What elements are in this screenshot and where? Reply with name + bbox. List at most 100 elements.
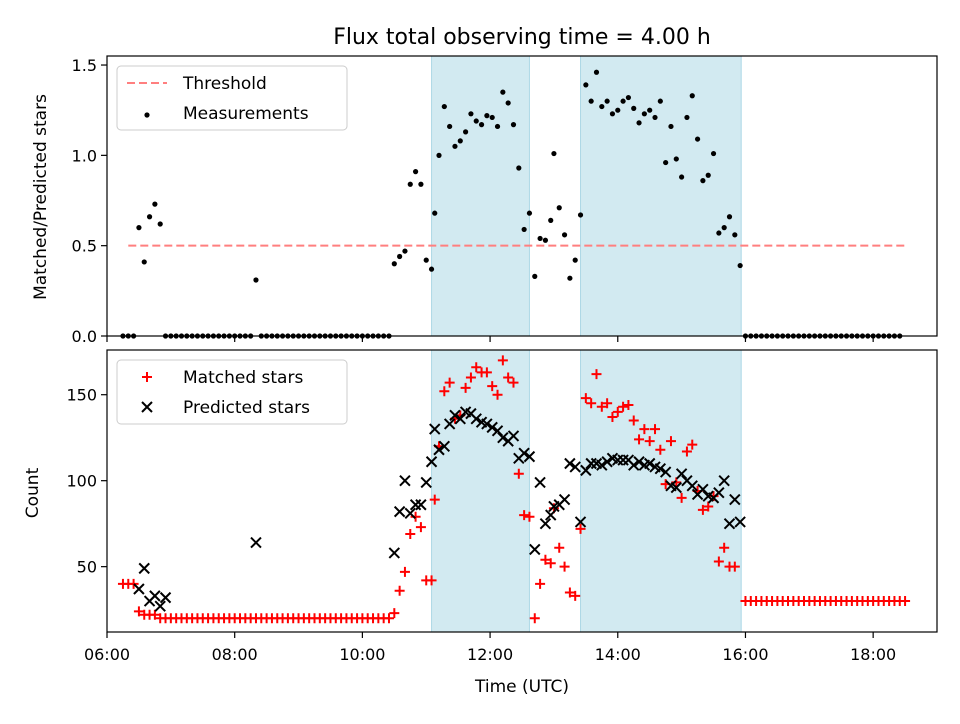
matched-stars-point (607, 412, 618, 423)
predicted-stars-point (420, 476, 432, 489)
matched-stars-point (439, 386, 450, 397)
matched-stars-point (128, 578, 139, 589)
measurements-point (136, 225, 142, 231)
top-y-axis-label: Matched/Predicted stars (31, 94, 51, 300)
matched-stars-point (399, 566, 410, 577)
predicted-stars-point (133, 583, 145, 595)
predicted-stars-point (713, 487, 725, 499)
predicted-stars-point (633, 456, 645, 468)
measurements-point (673, 156, 679, 162)
predicted-stars-point (697, 483, 709, 495)
measurements-point (441, 103, 447, 110)
measurements-point (436, 152, 442, 158)
predicted-stars-point (596, 459, 608, 471)
predicted-stars-point (601, 456, 613, 468)
matched-stars-point (535, 578, 546, 589)
predicted-stars-point (643, 457, 656, 470)
matched-stars-point (410, 511, 421, 522)
matched-stars-point (729, 561, 740, 572)
measurements-point (716, 230, 722, 236)
measurements-point (631, 105, 637, 111)
measurements-point (604, 98, 610, 104)
predicted-stars-point (470, 413, 482, 425)
measurements-point (684, 114, 690, 121)
matched-stars-point (618, 401, 629, 412)
matched-stars-point (487, 381, 498, 392)
matched-stars-point (405, 528, 416, 539)
measurements-point (652, 114, 658, 121)
measurements-point (391, 261, 397, 267)
matched-stars-point (465, 372, 476, 383)
measurements-point (468, 111, 474, 117)
matched-stars-point (149, 609, 160, 620)
measurements-point (710, 150, 717, 157)
measurements-point (721, 225, 727, 231)
matched-stars-point (713, 556, 724, 567)
matched-stars-point (460, 382, 471, 393)
matched-stars-point (133, 606, 144, 617)
matched-stars-point (708, 491, 719, 502)
x-tick-label: 12:00 (467, 645, 513, 664)
matched-stars-point (429, 494, 440, 505)
matched-stars-point (586, 398, 597, 409)
matched-stars-point (481, 367, 492, 378)
measurements-point (737, 262, 743, 269)
measurements-point (457, 138, 463, 144)
matched-stars-point (508, 377, 519, 388)
matched-stars-point (383, 613, 394, 624)
bottom-legend-label: Matched stars (183, 368, 303, 388)
measurements-point (418, 181, 424, 187)
matched-stars-point (564, 587, 575, 598)
measurements-point (526, 210, 533, 216)
measurements-point (452, 143, 458, 149)
matched-stars-point (719, 542, 730, 553)
bottom-observing-window-2 (580, 349, 742, 633)
measurements-point (521, 226, 527, 233)
measurements-point (423, 257, 429, 263)
measurements-point (141, 259, 147, 265)
measurements-point (489, 114, 495, 121)
measurements-point (726, 214, 733, 220)
matched-stars-point (596, 401, 607, 412)
top-y-tick-label: 1.0 (72, 146, 97, 165)
predicted-stars-point (433, 444, 445, 456)
x-tick-label: 18:00 (850, 645, 896, 664)
matched-stars-point (628, 415, 639, 426)
predicted-stars-point (399, 474, 411, 487)
bottom-y-tick-label: 150 (66, 386, 97, 405)
measurements-point (532, 273, 538, 279)
predicted-stars-point (523, 450, 536, 463)
matched-stars-point (394, 585, 405, 596)
measurements-point (548, 217, 554, 223)
measurements-point (473, 118, 479, 124)
predicted-stars-point (558, 493, 571, 506)
predicted-stars-point (580, 464, 592, 477)
matched-stars-point (900, 596, 911, 607)
matched-stars-point (591, 369, 602, 380)
top-legend-marker (144, 112, 150, 118)
matched-stars-point (554, 542, 565, 553)
measurements-point (689, 93, 695, 99)
matched-stars-point (545, 558, 556, 569)
matched-stars-point (389, 608, 400, 619)
top-legend-label: Measurements (183, 104, 309, 124)
predicted-stars-point (518, 447, 530, 459)
x-tick-label: 10:00 (339, 645, 385, 664)
measurements-point (694, 136, 701, 142)
x-tick-label: 06:00 (84, 645, 130, 664)
measurements-point (668, 123, 674, 130)
measurements-point (484, 113, 490, 119)
measurements-point (593, 69, 600, 75)
measurements-point (561, 232, 568, 238)
bottom-y-tick-label: 100 (66, 472, 97, 491)
matched-stars-point (623, 400, 634, 411)
measurements-point (625, 94, 632, 101)
measurements-point (700, 178, 706, 184)
measurements-point (599, 103, 605, 110)
matched-stars-point (519, 510, 530, 521)
measurements-point (428, 266, 435, 272)
measurements-point (510, 122, 517, 128)
matched-stars-point (575, 523, 586, 534)
matched-stars-point (650, 424, 661, 435)
measurements-point (157, 221, 163, 227)
